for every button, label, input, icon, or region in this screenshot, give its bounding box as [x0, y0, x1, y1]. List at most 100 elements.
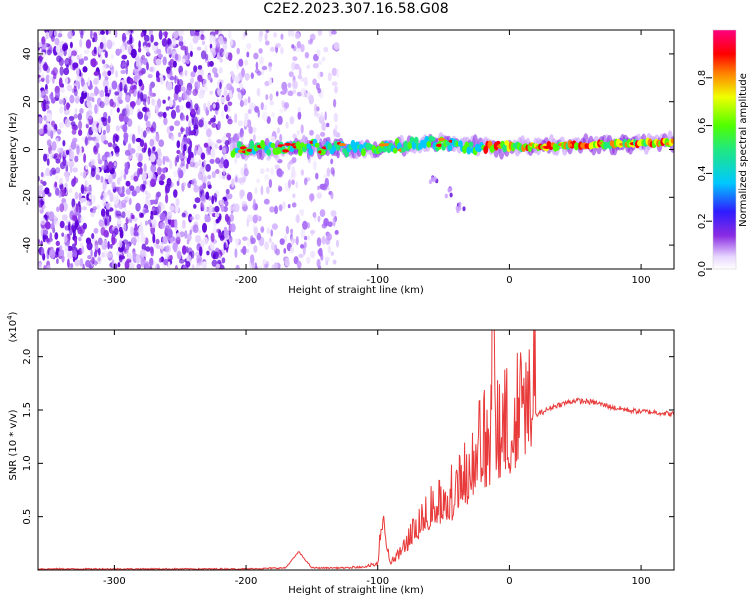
noise-blob: [190, 77, 194, 84]
noise-blob: [275, 248, 280, 256]
noise-blob: [254, 203, 258, 211]
noise-blob: [45, 167, 51, 177]
noise-blob: [42, 181, 47, 186]
noise-blob: [201, 194, 206, 204]
noise-blob: [132, 85, 137, 89]
y-tick-label: 2.0: [22, 349, 33, 365]
noise-blob: [199, 86, 204, 92]
noise-blob: [107, 241, 110, 250]
noise-blob: [67, 31, 73, 40]
noise-blob: [159, 180, 165, 186]
noise-blob: [150, 34, 154, 43]
noise-blob: [274, 205, 278, 215]
noise-blob: [70, 140, 77, 150]
noise-blob: [239, 128, 244, 138]
noise-blob: [295, 181, 299, 189]
noise-blob: [195, 262, 200, 269]
x-tick-label: 0: [506, 576, 512, 587]
snr-y-label: SNR (10 * v/v): [8, 409, 19, 480]
noise-blob: [280, 33, 284, 40]
noise-blob: [54, 90, 61, 99]
noise-blob: [316, 49, 321, 57]
noise-blob: [85, 123, 89, 129]
noise-blob: [86, 241, 93, 251]
noise-blob: [150, 214, 154, 220]
noise-blob: [268, 178, 273, 188]
noise-blob: [142, 98, 147, 106]
noise-blob: [249, 102, 255, 111]
noise-blob: [157, 205, 162, 214]
noise-blob: [222, 206, 228, 212]
noise-blob: [183, 144, 187, 152]
noise-blob: [235, 242, 239, 248]
noise-blob: [78, 120, 83, 130]
noise-blob: [100, 176, 104, 183]
noise-blob: [278, 186, 283, 192]
noise-blob: [143, 34, 150, 42]
noise-blob: [147, 199, 151, 208]
noise-blob: [214, 30, 219, 35]
noise-blob: [80, 242, 84, 248]
noise-blob: [265, 94, 269, 101]
noise-blob: [71, 55, 75, 61]
noise-blob: [206, 128, 212, 138]
noise-blob: [56, 206, 60, 212]
noise-blob: [110, 228, 114, 233]
noise-blob: [323, 46, 329, 53]
noise-blob: [104, 85, 109, 95]
noise-blob: [204, 215, 211, 223]
signal-cell: [236, 141, 242, 149]
noise-blob: [187, 233, 192, 242]
noise-blob: [82, 66, 88, 73]
noise-blob: [102, 63, 107, 71]
noise-blob: [80, 216, 84, 223]
noise-blob: [244, 118, 248, 127]
noise-blob: [148, 89, 153, 99]
noise-blob: [115, 210, 122, 217]
noise-blob: [226, 94, 230, 102]
noise-blob: [276, 127, 281, 134]
noise-blob: [113, 195, 120, 205]
noise-blob: [126, 210, 131, 220]
noise-blob: [147, 42, 151, 48]
noise-blob: [269, 206, 275, 213]
noise-blob: [256, 232, 262, 241]
noise-blob: [244, 59, 248, 66]
noise-blob: [211, 171, 216, 179]
noise-blob: [300, 44, 305, 53]
noise-blob: [176, 180, 180, 187]
noise-blob: [75, 203, 79, 213]
signal-cell: [458, 140, 463, 148]
snr-multiplier-label: (x104): [6, 311, 19, 342]
noise-blob: [202, 78, 208, 88]
noise-blob: [72, 177, 79, 184]
noise-blob: [268, 62, 273, 68]
noise-blob: [242, 176, 246, 183]
noise-blob: [145, 220, 148, 226]
snr-x-label: Height of straight line (km): [288, 585, 424, 596]
noise-blob: [259, 30, 264, 37]
noise-blob: [165, 158, 170, 163]
noise-blob: [108, 214, 112, 223]
noise-blob: [70, 263, 74, 268]
noise-blob: [161, 38, 168, 47]
noise-blob: [94, 88, 100, 95]
noise-blob: [125, 30, 131, 36]
noise-blob: [242, 32, 245, 41]
snr-line-layer: [38, 330, 674, 570]
noise-blob: [130, 226, 134, 237]
noise-blob: [121, 203, 126, 208]
noise-blob: [42, 99, 47, 109]
noise-blob: [162, 56, 167, 66]
noise-blob: [45, 104, 50, 110]
noise-blob: [85, 259, 91, 268]
noise-blob: [270, 136, 276, 142]
noise-blob: [173, 189, 178, 198]
noise-blob: [126, 45, 132, 54]
noise-blob: [313, 112, 319, 117]
noise-blob: [297, 106, 302, 113]
noise-blob: [67, 245, 73, 252]
noise-blob: [102, 197, 107, 207]
noise-blob: [159, 212, 166, 222]
noise-blob: [50, 150, 55, 158]
